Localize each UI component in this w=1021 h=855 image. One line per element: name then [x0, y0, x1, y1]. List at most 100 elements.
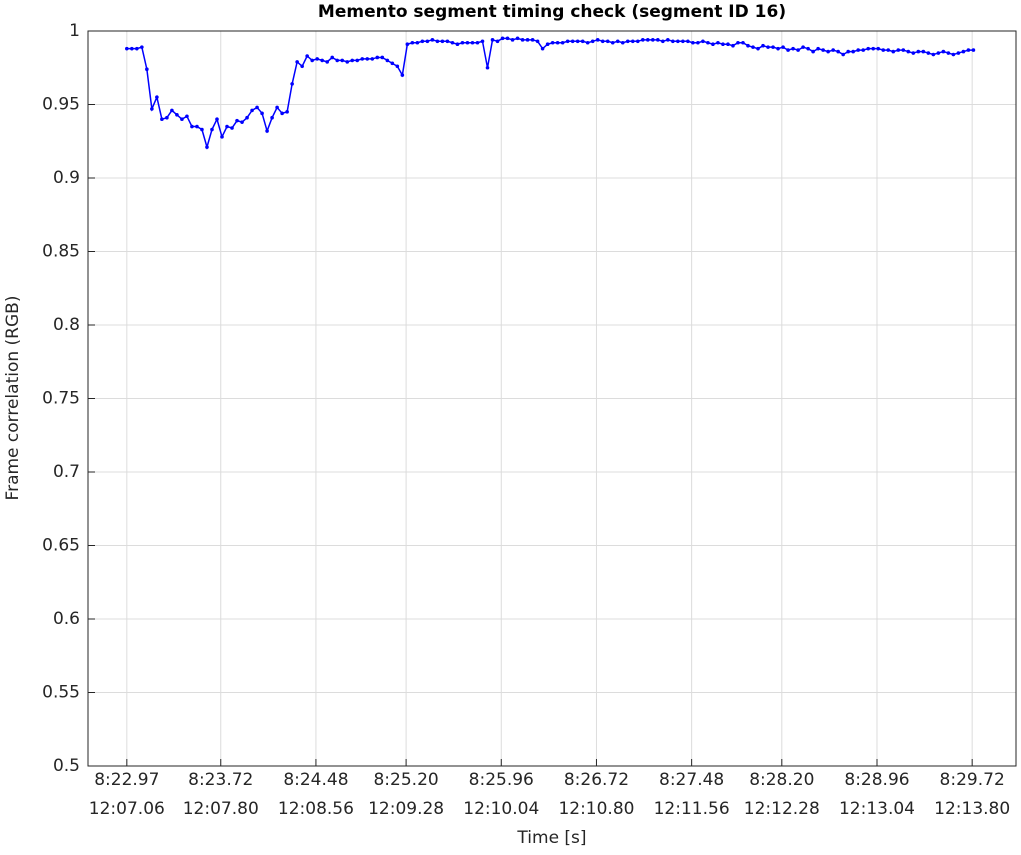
data-point — [135, 46, 139, 51]
data-point — [821, 48, 825, 52]
x-tick-label: 8:28.96 — [844, 770, 909, 790]
x-tick-label: 8:29.72 — [940, 770, 1005, 790]
x-tick-sublabel: 12:09.28 — [368, 799, 444, 819]
data-point — [661, 39, 665, 44]
data-point — [896, 48, 901, 52]
data-point — [275, 105, 279, 110]
data-point — [806, 46, 810, 51]
data-point — [716, 40, 720, 45]
data-point — [961, 49, 966, 54]
data-point — [245, 115, 249, 120]
data-point — [671, 39, 675, 44]
data-point — [605, 39, 610, 44]
data-point — [836, 49, 840, 54]
data-point — [771, 45, 775, 49]
plot-frame — [87, 30, 1017, 767]
x-tick-label: 8:28.20 — [749, 770, 814, 790]
data-point — [165, 115, 169, 120]
x-tick-label: 8:25.20 — [373, 770, 438, 790]
data-point — [946, 51, 951, 55]
data-point — [686, 39, 690, 44]
data-point — [656, 38, 660, 42]
x-tick-label: 8:25.96 — [469, 770, 534, 790]
data-point — [410, 40, 415, 45]
data-point — [350, 58, 355, 63]
data-point — [270, 115, 274, 120]
data-point — [901, 48, 906, 52]
data-point — [696, 40, 700, 45]
data-point — [175, 112, 179, 117]
data-point — [951, 52, 956, 57]
data-point — [480, 39, 485, 44]
data-point — [385, 58, 390, 63]
x-tick-sublabel: 12:13.04 — [839, 799, 915, 819]
data-point — [145, 67, 149, 72]
data-point — [841, 52, 845, 57]
data-point — [545, 42, 550, 47]
data-point — [390, 61, 395, 66]
y-axis-label: Frame correlation (RGB) — [3, 296, 23, 501]
data-point — [445, 39, 450, 44]
data-point — [200, 127, 204, 132]
data-point — [585, 40, 590, 45]
data-point — [505, 36, 510, 41]
data-point — [966, 48, 971, 52]
data-point — [250, 108, 254, 113]
data-point — [620, 40, 625, 45]
data-point — [170, 108, 174, 113]
data-point — [615, 39, 620, 44]
data-point — [320, 58, 324, 63]
data-point — [786, 48, 790, 52]
x-tick-label: 8:24.48 — [283, 770, 348, 790]
y-tick-label: 0.55 — [42, 683, 80, 703]
data-point — [956, 51, 961, 55]
data-point — [711, 42, 715, 47]
data-point — [886, 48, 891, 52]
data-point — [801, 45, 805, 49]
data-point — [691, 40, 695, 45]
data-point — [931, 52, 936, 57]
data-point — [911, 51, 916, 55]
data-point — [580, 39, 585, 44]
data-point — [345, 60, 350, 64]
data-point — [530, 38, 535, 42]
data-point — [125, 46, 129, 51]
x-tick-sublabel: 12:10.04 — [463, 799, 539, 819]
y-tick-label: 0.75 — [42, 389, 80, 409]
data-point — [375, 55, 380, 60]
chart-title: Memento segment timing check (segment ID… — [318, 2, 786, 22]
data-point — [535, 39, 540, 44]
data-point — [861, 48, 866, 52]
data-point — [826, 49, 830, 54]
data-point — [370, 57, 375, 61]
data-point — [565, 39, 570, 44]
data-point — [781, 45, 785, 49]
data-point — [335, 58, 340, 63]
data-point — [450, 40, 455, 45]
data-point — [796, 48, 800, 52]
data-point — [255, 105, 259, 110]
data-point — [295, 60, 299, 64]
data-point — [651, 38, 655, 42]
y-tick-label: 0.7 — [53, 462, 80, 482]
data-point — [921, 49, 926, 54]
data-point — [811, 49, 815, 54]
x-tick-sublabel: 12:07.80 — [183, 799, 259, 819]
data-point — [355, 58, 360, 63]
data-point — [150, 107, 154, 111]
data-point — [465, 40, 470, 45]
data-point — [360, 57, 365, 61]
data-point — [971, 48, 976, 52]
data-point — [701, 39, 705, 44]
data-point — [936, 51, 941, 55]
data-point — [425, 39, 430, 44]
data-point — [365, 57, 370, 61]
data-point — [300, 64, 304, 69]
data-point — [340, 58, 345, 63]
data-point — [676, 39, 680, 44]
data-point — [881, 48, 886, 52]
x-tick-sublabel: 12:10.80 — [558, 799, 634, 819]
data-point — [495, 39, 500, 44]
